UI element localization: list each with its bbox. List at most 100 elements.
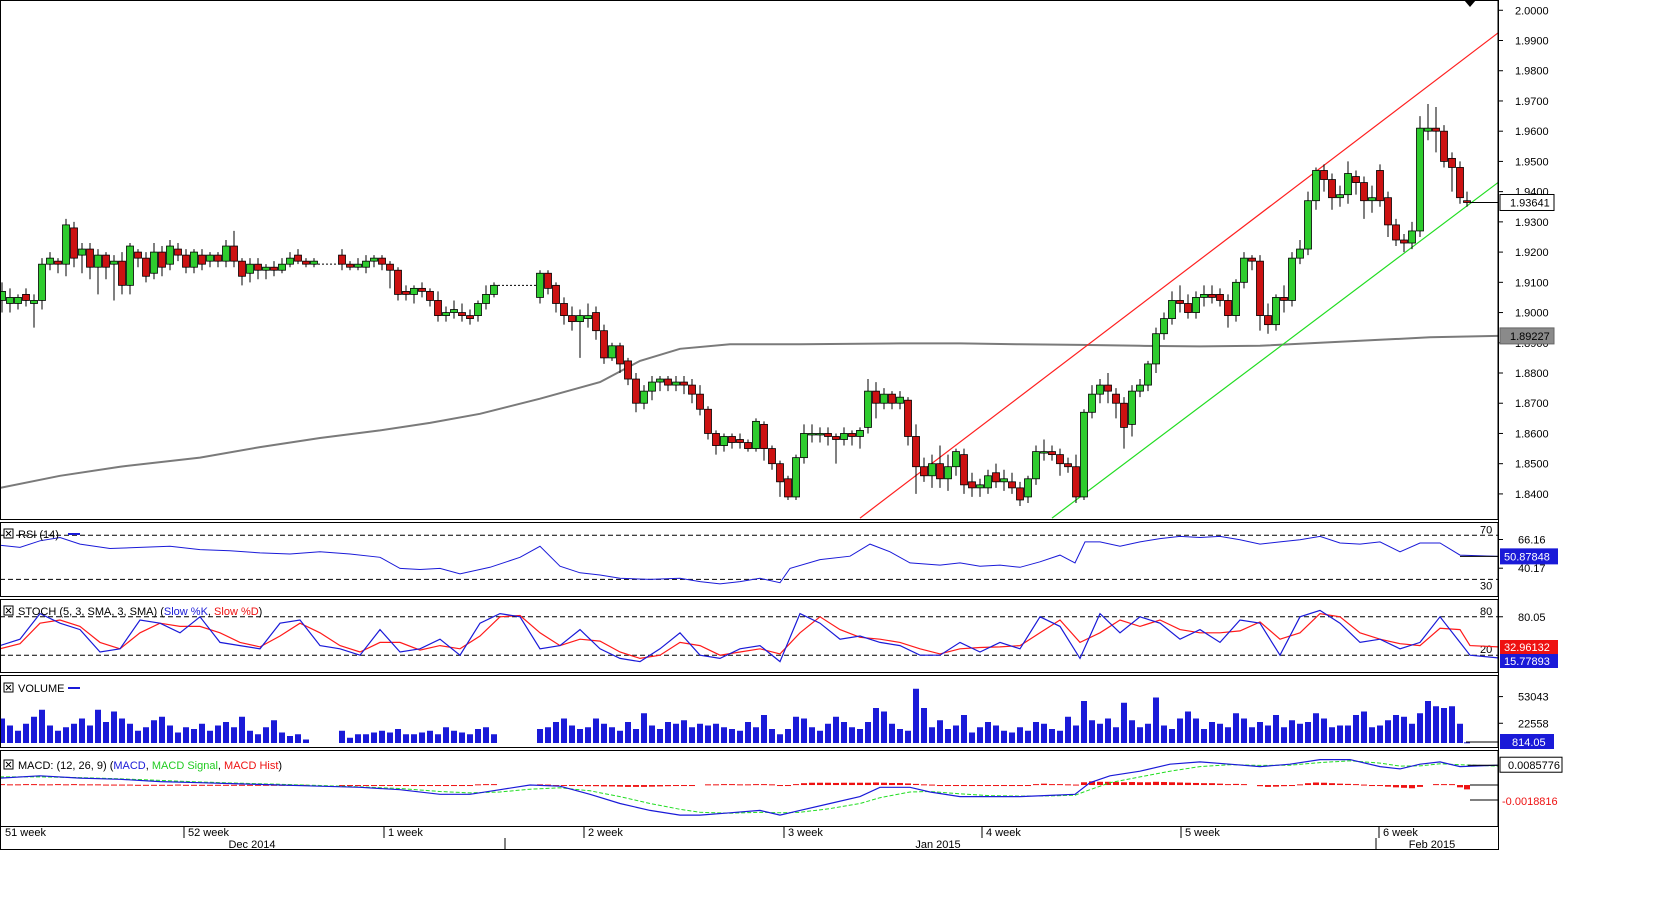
volume-bar (451, 730, 457, 743)
volume-bar (303, 739, 309, 743)
macd-hist-bar (151, 784, 157, 786)
volume-bar (841, 722, 847, 743)
candle-body (1152, 333, 1160, 365)
candle-body (792, 457, 800, 498)
week-label: 1 week (388, 827, 423, 839)
macd-hist-bar (1273, 785, 1279, 787)
volume-tick-label: 22558 (1518, 718, 1549, 730)
macd-hist-bar (47, 784, 53, 786)
y-tick-label: 1.9100 (1515, 277, 1549, 289)
candle-body (1176, 300, 1184, 304)
y-tick-label: 1.9300 (1515, 217, 1549, 229)
candle-body (78, 248, 86, 256)
macd-hist-bar (969, 785, 975, 787)
volume-bar (247, 730, 253, 743)
volume-bar (435, 734, 441, 743)
candle-body (1448, 157, 1456, 168)
candle-body (656, 378, 664, 383)
volume-bar (1057, 730, 1063, 743)
volume-bar (119, 718, 125, 743)
volume-bar (985, 722, 991, 743)
candle-body (14, 297, 22, 304)
volume-bar (339, 730, 345, 743)
volume-bar (649, 725, 655, 743)
macd-hist-bar (1097, 781, 1103, 786)
volume-bar (577, 729, 583, 743)
volume-bar (657, 729, 663, 743)
macd-hist-bar (183, 784, 189, 786)
volume-bar (175, 732, 181, 743)
candle-body (896, 396, 904, 404)
volume-bar (705, 725, 711, 743)
candle-body (696, 393, 704, 410)
volume-bar (1441, 708, 1447, 743)
candle-body (1224, 300, 1232, 316)
volume-bar (1273, 715, 1279, 743)
volume-bar (929, 727, 935, 743)
volume-bar (271, 720, 277, 743)
rsi-label: RSI (14) (18, 529, 59, 541)
candle-body (632, 378, 640, 404)
volume-bar (111, 711, 117, 743)
candle-body (1256, 260, 1264, 316)
macd-hist-bar (625, 785, 631, 787)
macd-hist-bar (729, 784, 735, 786)
macd-label: MACD: (12, 26, 9) (MACD, MACD Signal, MA… (18, 760, 282, 772)
price-panel: 2.00001.99001.98001.97001.96001.95001.94… (0, 0, 1555, 519)
volume-bar (801, 718, 807, 743)
candle-body (6, 297, 14, 304)
candle-body (30, 300, 38, 304)
volume-bar (953, 725, 959, 743)
candle-body (1160, 318, 1168, 335)
candle-body (856, 430, 864, 437)
macd-hist-bar (427, 785, 433, 787)
volume-bar (1153, 697, 1159, 743)
macd-hist-bar (55, 784, 61, 786)
volume-bar (1233, 713, 1239, 743)
candle-body (784, 478, 792, 498)
candle-body (688, 384, 696, 395)
volume-bar (689, 727, 695, 743)
volume-bar (363, 734, 369, 743)
volume-bar (945, 729, 951, 743)
macd-hist-bar (1009, 785, 1015, 787)
candle-body (1344, 173, 1352, 196)
macd-hist-bar (379, 785, 385, 787)
candle-body (752, 420, 760, 449)
macd-hist-bar (111, 784, 117, 786)
macd-current-box (1499, 756, 1563, 773)
candle-body (904, 399, 912, 437)
macd-hist-bar (601, 785, 607, 787)
macd-hist-bar (1337, 783, 1343, 786)
scroll-marker-icon (1464, 0, 1476, 7)
candle-body (560, 303, 568, 316)
volume-bar (239, 716, 245, 743)
volume-bar (231, 727, 237, 743)
volume-bar (897, 729, 903, 743)
macd-hist-bar (881, 782, 887, 786)
volume-bar (1464, 742, 1470, 744)
volume-bar (103, 722, 109, 743)
macd-hist-bar (435, 785, 441, 787)
candle-body (158, 251, 166, 268)
macd-hist-bar (1113, 782, 1119, 786)
volume-bar (159, 716, 165, 743)
panel-labels[interactable]: RSI (14) STOCH (5, 3, SMA, 3, SMA) (Slow … (3, 528, 282, 772)
macd-hist-bar (1057, 784, 1063, 786)
macd-hist-bar (1001, 785, 1007, 787)
macd-hist-bar (191, 784, 197, 786)
candle-body (1032, 451, 1040, 480)
macd-hist-bar (1145, 782, 1151, 786)
volume-bar (215, 725, 221, 743)
volume-bar (395, 729, 401, 743)
volume-bar (993, 725, 999, 743)
candle-body (1144, 363, 1152, 386)
candle-body (648, 381, 656, 392)
stoch-label: STOCH (5, 3, SMA, 3, SMA) (Slow %K, Slow… (18, 606, 262, 618)
macd-hist-bar (1433, 784, 1439, 786)
candle-body (302, 260, 310, 265)
macd-hist-bar (649, 785, 655, 787)
macd-hist-bar (713, 784, 719, 786)
candle-body (426, 290, 434, 301)
